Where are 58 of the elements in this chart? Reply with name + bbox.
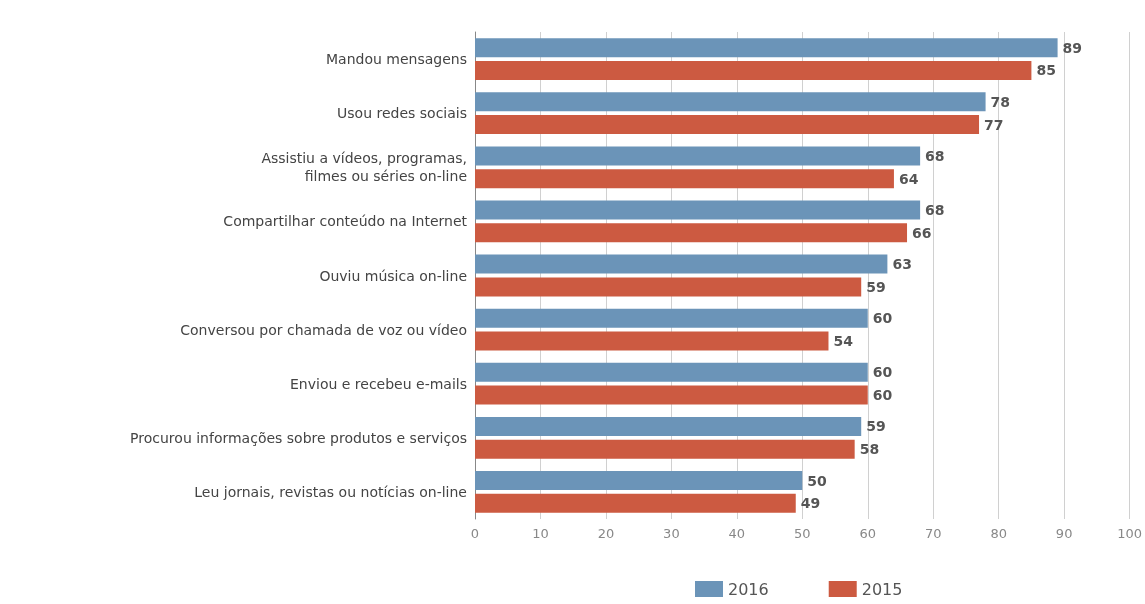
bar (475, 92, 986, 112)
bar (475, 493, 796, 513)
data-label: 77 (984, 116, 1004, 133)
bar (475, 146, 921, 166)
data-label: 89 (1062, 39, 1083, 56)
bar (475, 223, 908, 243)
data-label: 58 (859, 441, 880, 458)
x-tick-label: 40 (728, 526, 746, 541)
y-tick-label: Ouviu música on-line (319, 267, 467, 284)
x-tick-label: 50 (794, 526, 811, 541)
x-tick-label: 10 (532, 526, 549, 541)
data-label: 59 (866, 278, 886, 295)
bar (475, 115, 980, 135)
data-label: 59 (866, 418, 886, 435)
data-label: 60 (872, 387, 893, 404)
bar (475, 200, 921, 220)
bar (475, 331, 829, 351)
data-label: 68 (925, 201, 945, 218)
x-tick-label: 0 (470, 526, 480, 541)
bar (475, 362, 868, 382)
bar (475, 254, 888, 274)
legend-label: 2015 (861, 579, 903, 599)
y-tick-label: Enviou e recebeu e-mails (290, 375, 467, 392)
bar (475, 277, 862, 297)
data-label: 54 (833, 333, 854, 350)
bar (475, 169, 894, 189)
data-label: 68 (925, 147, 945, 164)
data-label: 49 (800, 495, 821, 512)
x-tick-label: 20 (597, 526, 615, 541)
data-label: 63 (892, 256, 912, 273)
bar (475, 385, 868, 405)
x-tick-label: 100 (1117, 526, 1143, 541)
data-label: 60 (872, 310, 893, 327)
data-label: 60 (872, 364, 893, 381)
bar (475, 439, 855, 459)
x-tick-label: 70 (924, 526, 942, 541)
y-tick-label: Usou redes sociais (337, 105, 467, 122)
x-tick-label: 30 (663, 526, 680, 541)
bar (475, 471, 803, 491)
y-tick-label: Leu jornais, revistas ou notícias on-line (194, 483, 467, 500)
data-label: 66 (912, 224, 932, 241)
data-label: 50 (807, 472, 828, 489)
bar (475, 416, 862, 436)
data-label: 85 (1036, 62, 1056, 79)
y-tick-label: Procurou informações sobre produtos e serviços (130, 429, 467, 446)
x-tick-label: 90 (1055, 526, 1073, 541)
bar (475, 60, 1032, 80)
x-tick-label: 60 (859, 526, 877, 541)
x-tick-label: 80 (990, 526, 1007, 541)
legend-label: 2016 (728, 579, 769, 599)
data-label: 64 (898, 170, 919, 187)
y-tick-label: Compartilhar conteúdo na Internet (223, 213, 468, 230)
data-label: 78 (990, 93, 1011, 110)
y-tick-label: Mandou mensagens (326, 51, 467, 68)
bar (475, 308, 868, 328)
y-tick-label: Assistiu a vídeos, programas, filmes ou séries on-line (261, 150, 467, 185)
y-tick-label: Conversou por chamada de voz ou vídeo (180, 321, 467, 338)
bar (475, 38, 1058, 58)
